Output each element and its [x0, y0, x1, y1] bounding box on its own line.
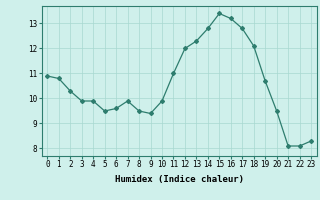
X-axis label: Humidex (Indice chaleur): Humidex (Indice chaleur)	[115, 175, 244, 184]
